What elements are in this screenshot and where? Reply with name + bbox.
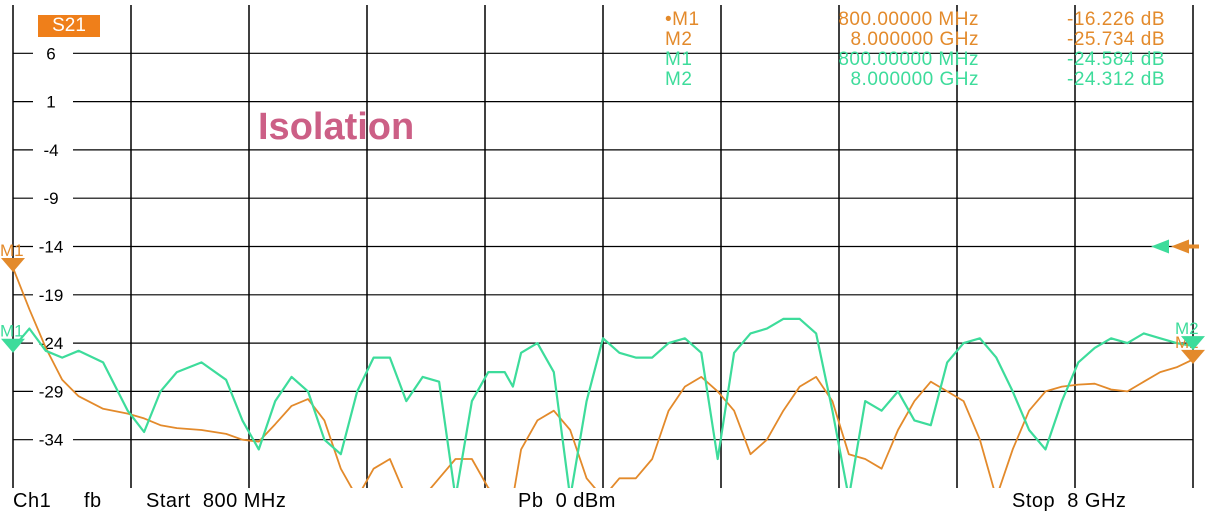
y-tick-label: -9: [43, 189, 58, 208]
y-tick-label: -4: [43, 141, 58, 160]
marker-value: -25.734 dB: [1067, 29, 1165, 50]
marker-frequency: 800.00000 MHz: [838, 49, 979, 70]
marker-value: -16.226 dB: [1067, 9, 1165, 30]
tick-label-background: [33, 285, 73, 304]
marker-m2-triangle-icon: [1181, 336, 1205, 351]
tick-label-background: [33, 44, 73, 63]
tick-label-background: [33, 92, 73, 111]
marker-value: -24.312 dB: [1067, 69, 1165, 90]
marker-m2-label: M2: [1175, 319, 1199, 338]
marker-value: -24.584 dB: [1067, 49, 1165, 70]
reference-arrow-green-icon: [1151, 239, 1169, 254]
marker-frequency: 8.000000 GHz: [850, 29, 979, 50]
tick-label-background: [33, 189, 73, 208]
footer-stop[interactable]: Stop 8 GHz: [1012, 490, 1127, 512]
y-tick-label: -14: [39, 238, 64, 257]
trace-green: [13, 317, 1193, 488]
y-tick-label: -29: [39, 382, 64, 401]
marker-frequency: 8.000000 GHz: [850, 69, 979, 90]
marker-m1-triangle-icon: [1, 338, 25, 353]
reference-arrow-orange-icon: [1171, 239, 1189, 254]
trace-badge[interactable]: S21: [38, 15, 100, 37]
marker-m1-label: M1: [0, 241, 24, 260]
tick-label-background: [33, 382, 73, 401]
footer-start[interactable]: Start 800 MHz: [146, 490, 287, 512]
marker-name: M2: [665, 29, 693, 50]
footer-channel[interactable]: Ch1: [13, 490, 52, 512]
marker-m2-triangle-icon: [1181, 349, 1205, 364]
marker-m1-label: M1: [0, 322, 24, 341]
y-tick-label: -24: [39, 334, 64, 353]
trace-orange: [13, 267, 1193, 488]
tick-label-background: [33, 140, 73, 159]
marker-frequency: 800.00000 MHz: [838, 9, 979, 30]
y-tick-label: 1: [46, 93, 55, 112]
isolation-label: Isolation: [258, 106, 415, 148]
y-tick-label: -19: [39, 286, 64, 305]
y-tick-label: -34: [39, 431, 64, 450]
footer-power[interactable]: Pb 0 dBm: [518, 490, 616, 512]
tick-label-background: [33, 430, 73, 449]
marker-name: •M1: [665, 9, 700, 30]
footer-mode[interactable]: fb: [84, 490, 102, 512]
marker-m1-triangle-icon: [1, 258, 25, 273]
y-tick-label: 6: [46, 44, 55, 63]
marker-name: M1: [665, 49, 693, 70]
marker-name: M2: [665, 69, 693, 90]
tick-label-background: [33, 237, 73, 256]
reference-arrow-tail: [1189, 244, 1199, 249]
